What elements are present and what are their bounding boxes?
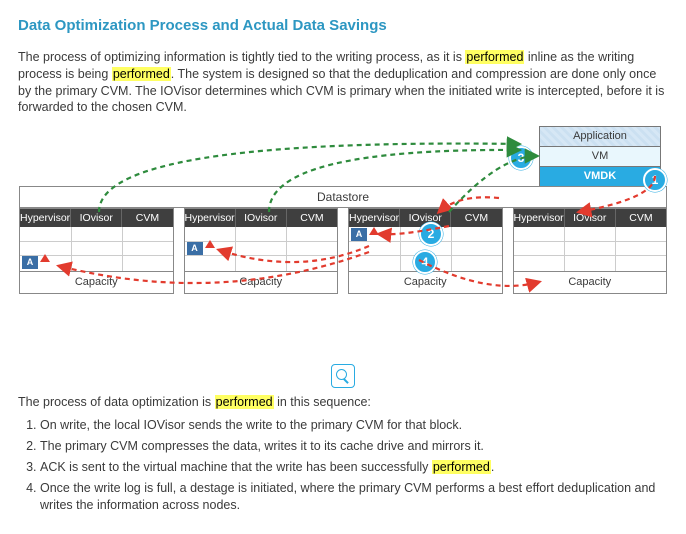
node-body	[514, 227, 667, 271]
mirror-marker-icon	[205, 240, 215, 248]
sequence-intro: The process of data optimization is perf…	[18, 394, 668, 411]
node-body: A	[20, 227, 173, 271]
application-layer: Application	[540, 127, 660, 147]
capacity-label: Capacity	[185, 271, 338, 293]
node-header: Hypervisor IOvisor CVM	[514, 209, 667, 227]
list-item: ACK is sent to the virtual machine that …	[40, 459, 668, 476]
data-block-a: A	[22, 256, 38, 269]
capacity-label: Capacity	[20, 271, 173, 293]
seq-intro-text: in this sequence:	[274, 395, 371, 409]
list-item: On write, the local IOVisor sends the wr…	[40, 417, 668, 434]
col-cvm: CVM	[616, 209, 666, 227]
magnifier-icon[interactable]	[331, 364, 355, 388]
col-hypervisor: Hypervisor	[514, 209, 565, 227]
mirror-marker-icon	[40, 254, 50, 262]
vmdk-layer: VMDK	[540, 167, 660, 186]
col-hypervisor: Hypervisor	[185, 209, 236, 227]
architecture-diagram: Application VM VMDK Datastore Hypervisor…	[19, 126, 667, 356]
intro-paragraph: The process of optimizing information is…	[18, 49, 668, 117]
sequence-list: On write, the local IOVisor sends the wr…	[22, 417, 668, 513]
capacity-label: Capacity	[514, 271, 667, 293]
datastore-bar: Datastore	[19, 186, 667, 208]
vm-layer: VM	[540, 147, 660, 167]
node-header: Hypervisor IOvisor CVM	[185, 209, 338, 227]
page-title: Data Optimization Process and Actual Dat…	[18, 16, 668, 36]
highlight-performed-1: performed	[465, 50, 524, 64]
step-badge-3: 3	[509, 146, 533, 170]
node-row: Hypervisor IOvisor CVM A Capacity Hyperv…	[19, 208, 667, 294]
node-1: Hypervisor IOvisor CVM A Capacity	[19, 208, 174, 294]
node-2: Hypervisor IOvisor CVM A Capacity	[184, 208, 339, 294]
col-iovisor: IOvisor	[71, 209, 122, 227]
col-cvm: CVM	[287, 209, 337, 227]
capacity-label: Capacity	[349, 271, 502, 293]
intro-text: The process of optimizing information is…	[18, 50, 465, 64]
node-body: A	[185, 227, 338, 271]
col-hypervisor: Hypervisor	[20, 209, 71, 227]
col-iovisor: IOvisor	[236, 209, 287, 227]
highlight-performed-3: performed	[215, 395, 274, 409]
col-hypervisor: Hypervisor	[349, 209, 400, 227]
col-cvm: CVM	[451, 209, 501, 227]
data-block-a: A	[187, 242, 203, 255]
highlight-performed-2: performed	[112, 67, 171, 81]
node-header: Hypervisor IOvisor CVM	[20, 209, 173, 227]
mirror-marker-icon	[369, 227, 379, 235]
list-item: The primary CVM compresses the data, wri…	[40, 438, 668, 455]
list-item: Once the write log is full, a destage is…	[40, 480, 668, 514]
highlight-performed-4: performed	[432, 460, 491, 474]
data-block-a: A	[351, 228, 367, 241]
step-text: .	[491, 460, 494, 474]
col-iovisor: IOvisor	[565, 209, 616, 227]
col-cvm: CVM	[122, 209, 172, 227]
seq-intro-text: The process of data optimization is	[18, 395, 215, 409]
step-text: ACK is sent to the virtual machine that …	[40, 460, 432, 474]
node-4: Hypervisor IOvisor CVM Capacity	[513, 208, 668, 294]
